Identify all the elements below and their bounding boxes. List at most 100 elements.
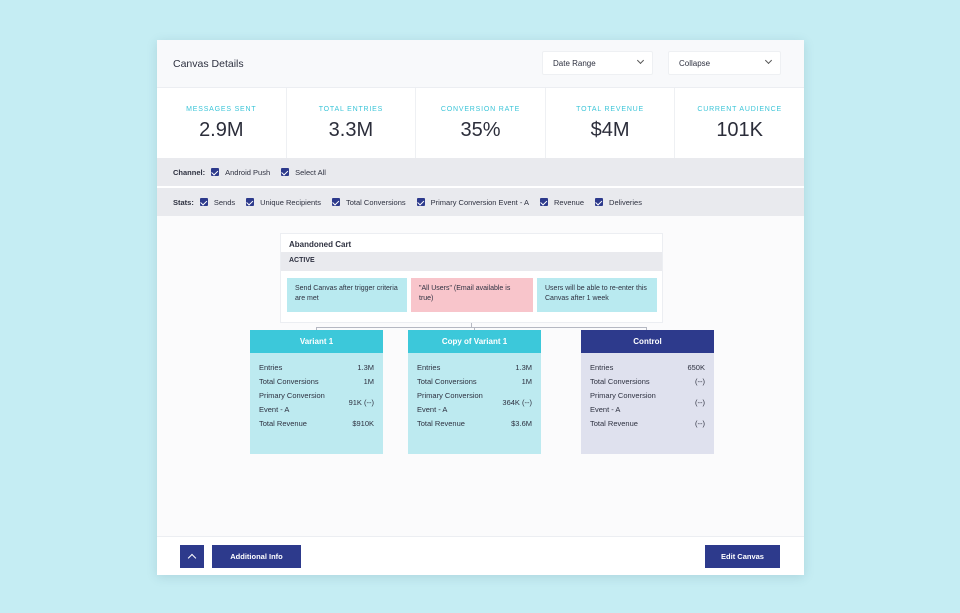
- checkbox-checked-icon: [281, 168, 290, 176]
- collapse-label: Collapse: [679, 59, 711, 68]
- stats-label: Stats:: [173, 197, 194, 207]
- checkbox-label: Revenue: [554, 197, 585, 207]
- row-value: 1.3M: [357, 363, 374, 372]
- row-label: Total Conversions: [417, 377, 477, 386]
- row-label: Entries: [259, 363, 283, 372]
- row-label-line: Primary Conversion: [417, 391, 483, 400]
- chevron-down-icon: [764, 56, 773, 65]
- variant-stats: Entries 1.3M Total Conversions 1M Primar…: [250, 353, 383, 454]
- stats-total-conversions-checkbox[interactable]: Total Conversions: [332, 198, 406, 207]
- checkbox-checked-icon: [199, 198, 208, 206]
- date-range-dropdown[interactable]: Date Range: [542, 51, 653, 75]
- variant-row-revenue: Total Revenue $3.6M: [417, 417, 532, 431]
- row-value: 91K (--): [348, 398, 374, 407]
- stat-label: TOTAL ENTRIES: [318, 106, 384, 113]
- row-label-line: Event - A: [259, 405, 290, 414]
- collapse-dropdown[interactable]: Collapse: [668, 51, 781, 75]
- stats-primary-conversion-checkbox[interactable]: Primary Conversion Event - A: [416, 197, 529, 207]
- variant-card-variant-1[interactable]: Variant 1 Entries 1.3M Total Conversions…: [250, 330, 383, 454]
- variant-row-entries: Entries 650K: [590, 361, 705, 375]
- channel-label: Channel:: [173, 167, 206, 177]
- date-range-label: Date Range: [553, 59, 596, 68]
- checkbox-checked-icon: [540, 198, 548, 206]
- row-value: $3.6M: [511, 419, 532, 428]
- stat-total-entries: TOTAL ENTRIES 3.3M: [287, 88, 417, 158]
- connector-line: [316, 327, 317, 330]
- row-label: Primary Conversion Event - A: [590, 389, 656, 417]
- row-label: Total Conversions: [590, 377, 650, 386]
- stat-total-revenue: TOTAL REVENUE $4M: [546, 88, 676, 158]
- variant-card-control[interactable]: Control Entries 650K Total Conversions (…: [581, 330, 714, 454]
- checkbox-checked-icon: [416, 198, 425, 206]
- row-value: (--): [695, 398, 705, 407]
- scroll-up-button[interactable]: [180, 545, 204, 568]
- variant-row-conversions: Total Conversions (--): [590, 375, 705, 389]
- edit-canvas-button[interactable]: Edit Canvas: [705, 545, 780, 568]
- variant-row-revenue: Total Revenue (--): [590, 417, 705, 431]
- row-label: Primary Conversion Event - A: [417, 389, 483, 417]
- stats-unique-recipients-checkbox[interactable]: Unique Recipients: [246, 198, 321, 207]
- connector-line: [471, 323, 472, 327]
- row-value: $910K: [352, 419, 374, 428]
- channel-select-all-checkbox[interactable]: Select All: [281, 168, 326, 177]
- variant-row-conversions: Total Conversions 1M: [417, 375, 532, 389]
- variant-row-conversions: Total Conversions 1M: [259, 375, 374, 389]
- variant-card-copy-of-variant-1[interactable]: Copy of Variant 1 Entries 1.3M Total Con…: [408, 330, 541, 454]
- checkbox-label: Select All: [295, 167, 326, 177]
- status-badge: ACTIVE: [281, 252, 662, 271]
- row-value: 1M: [363, 377, 374, 386]
- entry-rule-reentry: Users will be able to re-enter this Canv…: [537, 278, 657, 312]
- variant-row-primary: Primary Conversion Event - A (--): [590, 389, 705, 417]
- checkbox-checked-icon: [246, 198, 255, 206]
- connector-line: [646, 327, 647, 330]
- checkbox-label: Primary Conversion Event - A: [430, 197, 529, 207]
- row-label: Entries: [417, 363, 441, 372]
- summary-stats: MESSAGES SENT 2.9M TOTAL ENTRIES 3.3M CO…: [157, 88, 804, 158]
- canvas-name: Abandoned Cart: [289, 240, 352, 249]
- variant-row-entries: Entries 1.3M: [417, 361, 532, 375]
- chevron-down-icon: [636, 56, 645, 65]
- variant-row-primary: Primary Conversion Event - A 91K (--): [259, 389, 374, 417]
- stat-value: 2.9M: [199, 119, 244, 141]
- checkbox-label: Android Push: [225, 167, 271, 177]
- stat-label: CONVERSION RATE: [440, 106, 521, 113]
- checkbox-label: Sends: [213, 197, 236, 207]
- row-value: 650K: [687, 363, 705, 372]
- stat-value: 101K: [716, 119, 764, 141]
- row-label: Total Revenue: [590, 419, 638, 428]
- connector-line: [316, 327, 646, 328]
- stat-conversion-rate: CONVERSION RATE 35%: [416, 88, 546, 158]
- checkbox-label: Total Conversions: [346, 197, 406, 207]
- checkbox-checked-icon: [211, 168, 220, 176]
- stat-label: TOTAL REVENUE: [576, 106, 644, 113]
- panel-footer: Additional Info Edit Canvas: [157, 536, 804, 575]
- variant-title: Control: [581, 330, 714, 353]
- row-label: Total Conversions: [259, 377, 319, 386]
- row-value: 364K (--): [502, 398, 532, 407]
- channel-android-push-checkbox[interactable]: Android Push: [211, 168, 270, 177]
- stats-revenue-checkbox[interactable]: Revenue: [540, 198, 584, 207]
- row-label: Total Revenue: [259, 419, 307, 428]
- row-label-line: Primary Conversion: [259, 391, 325, 400]
- row-value: (--): [695, 419, 705, 428]
- stat-current-audience: CURRENT AUDIENCE 101K: [675, 88, 804, 158]
- variant-stats: Entries 1.3M Total Conversions 1M Primar…: [408, 353, 541, 454]
- channel-filter-bar: Channel: Android Push Select All: [157, 158, 804, 186]
- canvas-entry-card[interactable]: Abandoned Cart ACTIVE Send Canvas after …: [280, 233, 663, 323]
- row-label: Entries: [590, 363, 614, 372]
- variant-title: Copy of Variant 1: [408, 330, 541, 353]
- stat-messages-sent: MESSAGES SENT 2.9M: [157, 88, 287, 158]
- variant-row-primary: Primary Conversion Event - A 364K (--): [417, 389, 532, 417]
- stats-filter-bar: Stats: Sends Unique Recipients Total Con…: [157, 188, 804, 216]
- stats-deliveries-checkbox[interactable]: Deliveries: [595, 198, 642, 207]
- row-label: Total Revenue: [417, 419, 465, 428]
- stats-sends-checkbox[interactable]: Sends: [199, 197, 236, 207]
- stat-value: 35%: [460, 119, 501, 141]
- row-label-line: Primary Conversion: [590, 391, 656, 400]
- canvas-flow-area: Abandoned Cart ACTIVE Send Canvas after …: [157, 216, 804, 536]
- row-value: 1.3M: [515, 363, 532, 372]
- additional-info-button[interactable]: Additional Info: [212, 545, 301, 568]
- stat-value: 3.3M: [328, 119, 374, 141]
- row-value: (--): [695, 377, 705, 386]
- stat-value: $4M: [590, 119, 630, 141]
